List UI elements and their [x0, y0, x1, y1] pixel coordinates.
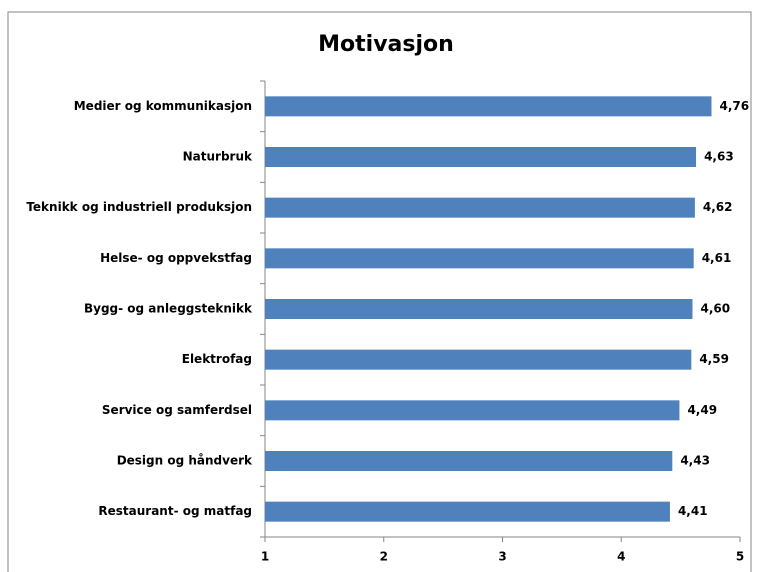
- y-tick-label: Teknikk og industriell produksjon: [26, 200, 252, 214]
- bar: [265, 197, 695, 218]
- y-tick-label: Helse- og oppvekstfag: [100, 251, 252, 265]
- bar: [265, 501, 670, 522]
- chart-border: [7, 11, 752, 572]
- data-label: 4,60: [701, 302, 731, 316]
- bar: [265, 248, 694, 269]
- y-tick-label: Restaurant- og matfag: [98, 504, 252, 518]
- chart-title: Motivasjon: [318, 32, 454, 57]
- x-tick-label: 1: [261, 550, 269, 564]
- bar: [265, 451, 673, 471]
- y-tick-label: Design og håndverk: [117, 454, 253, 468]
- y-tick-label: Elektrofag: [182, 352, 252, 366]
- bar: [265, 400, 680, 421]
- data-label: 4,76: [720, 99, 750, 113]
- y-tick-label: Naturbruk: [183, 150, 253, 164]
- bar: [265, 96, 712, 117]
- data-label: 4,43: [680, 454, 710, 468]
- y-tick-label: Bygg- og anleggsteknikk: [84, 302, 253, 316]
- data-label: 4,62: [703, 200, 733, 214]
- bar: [265, 299, 693, 319]
- x-tick-label: 4: [617, 550, 625, 564]
- bar: [265, 147, 697, 167]
- data-label: 4,59: [699, 352, 729, 366]
- data-label: 4,61: [702, 251, 732, 265]
- x-tick-label: 3: [498, 550, 506, 564]
- x-tick-label: 5: [736, 550, 744, 564]
- data-label: 4,63: [704, 150, 734, 164]
- data-label: 4,49: [687, 403, 717, 417]
- y-tick-label: Medier og kommunikasjon: [74, 99, 252, 113]
- bar: [265, 349, 692, 370]
- x-tick-label: 2: [380, 550, 388, 564]
- data-label: 4,41: [678, 504, 708, 518]
- y-tick-label: Service og samferdsel: [102, 403, 252, 417]
